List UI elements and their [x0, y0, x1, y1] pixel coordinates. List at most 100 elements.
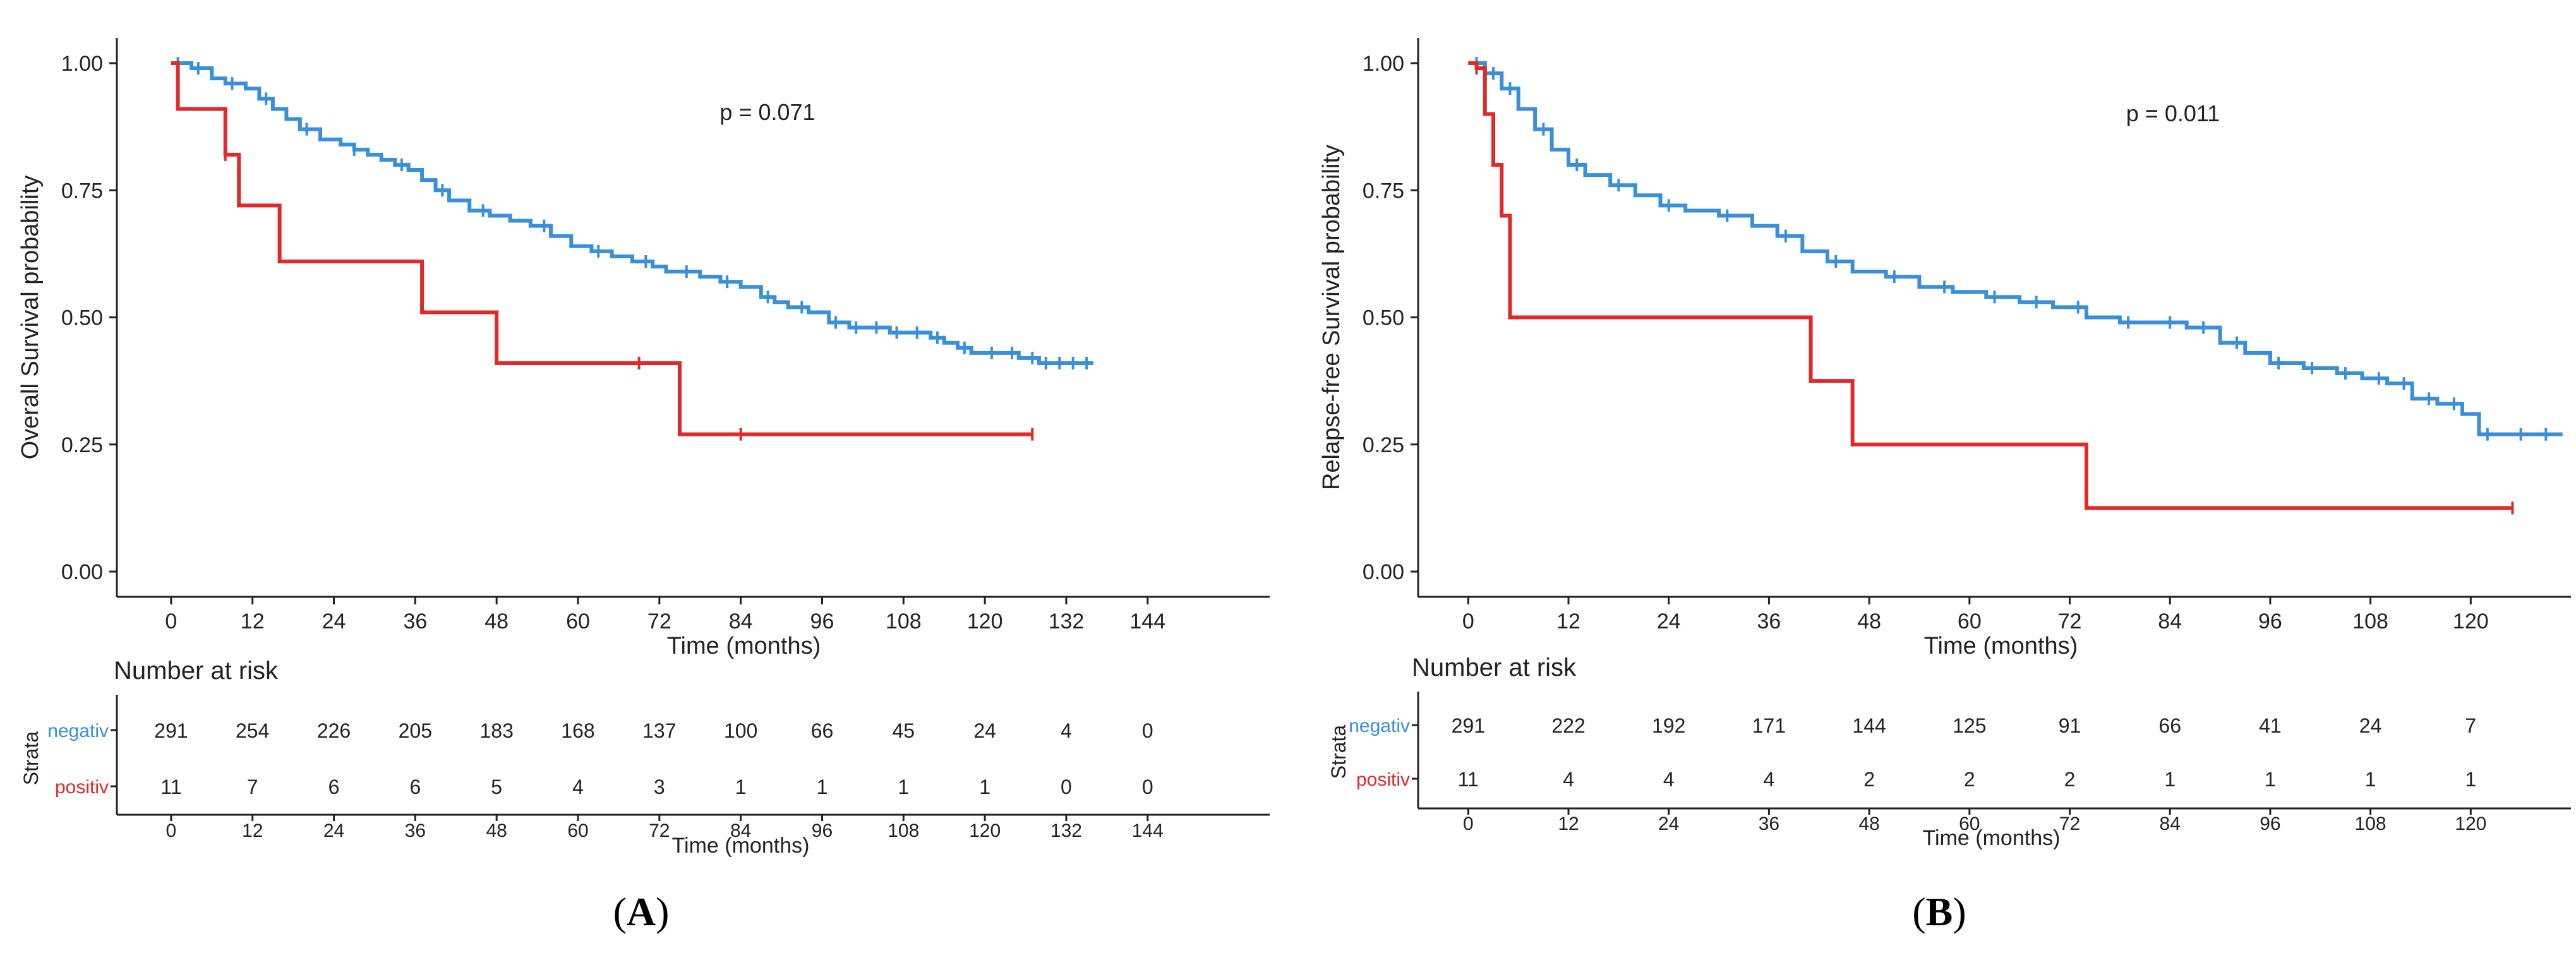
p-value-annotation: p = 0.071 [719, 99, 815, 125]
x-tick-label: 132 [1049, 609, 1085, 633]
risk-x-tick-label: 96 [812, 820, 833, 841]
risk-count-negativ: 24 [2359, 714, 2382, 737]
risk-count-positiv: 1 [735, 776, 747, 798]
risk-count-negativ: 226 [317, 719, 351, 742]
risk-count-negativ: 183 [479, 719, 513, 742]
risk-count-positiv: 11 [1458, 768, 1479, 791]
risk-row-label-negativ: negativ [47, 721, 109, 741]
risk-x-tick-label: 84 [730, 820, 751, 841]
risk-x-tick-label: 24 [323, 820, 344, 841]
series-line-positiv [171, 61, 1033, 436]
risk-x-tick-label: 108 [2355, 813, 2386, 834]
y-tick-label: 1.00 [61, 52, 103, 76]
risk-count-positiv: 0 [1142, 776, 1153, 798]
x-tick-label: 84 [2158, 609, 2182, 633]
x-axis-title: Time (months) [1924, 633, 2078, 659]
series-line-negativ [1468, 61, 2563, 436]
risk-count-negativ: 222 [1551, 714, 1585, 737]
x-tick-label: 96 [810, 609, 834, 633]
series-line-positiv [1468, 61, 2513, 510]
risk-count-positiv: 1 [2265, 768, 2276, 791]
series-line-negativ [171, 61, 1093, 365]
x-tick-label: 12 [1556, 609, 1580, 633]
risk-x-tick-label: 60 [1959, 813, 1980, 834]
risk-count-positiv: 7 [247, 776, 258, 798]
y-tick-label: 0.00 [1363, 560, 1404, 584]
risk-x-tick-label: 0 [1463, 813, 1474, 834]
chart-panel-b: 0.000.250.500.751.000 12 24 36 48 60 72 84 96 108… [1318, 38, 2571, 934]
risk-x-tick-label: 132 [1050, 820, 1082, 841]
risk-x-tick-label: 12 [242, 820, 263, 841]
risk-count-positiv: 1 [898, 776, 909, 798]
y-tick-label: 0.50 [1363, 306, 1404, 330]
risk-table-strata-label: Strata [20, 731, 42, 786]
x-axis-title: Time (months) [667, 633, 821, 659]
risk-count-negativ: 4 [1061, 719, 1072, 742]
x-tick-label: 36 [1757, 609, 1781, 633]
x-tick-label: 12 [241, 609, 265, 633]
x-tick-label: 24 [322, 609, 346, 633]
risk-count-positiv: 1 [2465, 768, 2476, 791]
risk-count-positiv: 4 [1663, 768, 1675, 791]
risk-count-positiv: 1 [2164, 768, 2176, 791]
risk-count-positiv: 6 [328, 776, 340, 798]
risk-count-negativ: 91 [2059, 714, 2081, 737]
risk-count-negativ: 254 [236, 719, 269, 742]
x-tick-label: 72 [2058, 609, 2082, 633]
risk-count-positiv: 4 [1563, 768, 1574, 791]
x-tick-label: 0 [165, 609, 177, 633]
panel-label: (B) [1912, 889, 1966, 934]
risk-x-tick-label: 108 [888, 820, 919, 841]
risk-table-x-title: Time (months) [672, 834, 810, 858]
risk-x-tick-label: 84 [2160, 813, 2181, 834]
y-tick-label: 0.75 [61, 179, 103, 203]
risk-count-negativ: 24 [973, 719, 996, 742]
risk-count-positiv: 3 [654, 776, 665, 798]
risk-count-negativ: 41 [2259, 714, 2282, 737]
risk-x-tick-label: 72 [2059, 813, 2080, 834]
risk-x-tick-label: 0 [166, 820, 177, 841]
risk-x-tick-label: 48 [1858, 813, 1879, 834]
x-tick-label: 144 [1129, 609, 1165, 633]
x-tick-label: 96 [2258, 609, 2282, 633]
x-tick-label: 72 [647, 609, 671, 633]
y-axis-title: Relapse-free Survival probability [1318, 145, 1345, 490]
risk-x-tick-label: 120 [969, 820, 1001, 841]
risk-x-tick-label: 144 [1132, 820, 1164, 841]
risk-count-negativ: 168 [561, 719, 594, 742]
x-tick-label: 108 [2352, 609, 2388, 633]
risk-table-title: Number at risk [1412, 654, 1577, 681]
risk-count-negativ: 66 [2158, 714, 2181, 737]
y-axis-title: Overall Survival probability [17, 176, 44, 460]
x-tick-label: 48 [1857, 609, 1881, 633]
risk-count-negativ: 7 [2465, 714, 2476, 737]
risk-count-negativ: 171 [1752, 714, 1786, 737]
x-tick-label: 48 [485, 609, 509, 633]
risk-count-positiv: 2 [1863, 768, 1875, 791]
risk-row-label-negativ: negativ [1349, 716, 1410, 736]
risk-table-strata-label: Strata [1327, 725, 1350, 779]
risk-x-tick-label: 24 [1658, 813, 1679, 834]
risk-x-tick-label: 96 [2260, 813, 2280, 834]
risk-x-tick-label: 120 [2455, 813, 2486, 834]
y-tick-label: 0.75 [1363, 179, 1404, 203]
risk-count-negativ: 66 [811, 719, 834, 742]
risk-count-positiv: 2 [1964, 768, 1975, 791]
risk-table-x-title: Time (months) [1923, 826, 2061, 850]
risk-count-positiv: 4 [1764, 768, 1775, 791]
risk-count-negativ: 144 [1852, 714, 1886, 737]
risk-count-negativ: 100 [724, 719, 757, 742]
risk-row-label-positiv: positiv [1356, 769, 1410, 790]
risk-count-negativ: 291 [154, 719, 188, 742]
x-tick-label: 84 [729, 609, 753, 633]
x-tick-label: 24 [1657, 609, 1681, 633]
y-tick-label: 0.25 [61, 433, 103, 457]
risk-count-negativ: 205 [399, 719, 432, 742]
risk-x-tick-label: 36 [405, 820, 426, 841]
y-tick-label: 0.00 [61, 560, 103, 584]
y-tick-label: 0.50 [61, 306, 103, 330]
risk-count-positiv: 1 [979, 776, 990, 798]
risk-count-positiv: 5 [491, 776, 502, 798]
risk-count-positiv: 2 [2064, 768, 2076, 791]
